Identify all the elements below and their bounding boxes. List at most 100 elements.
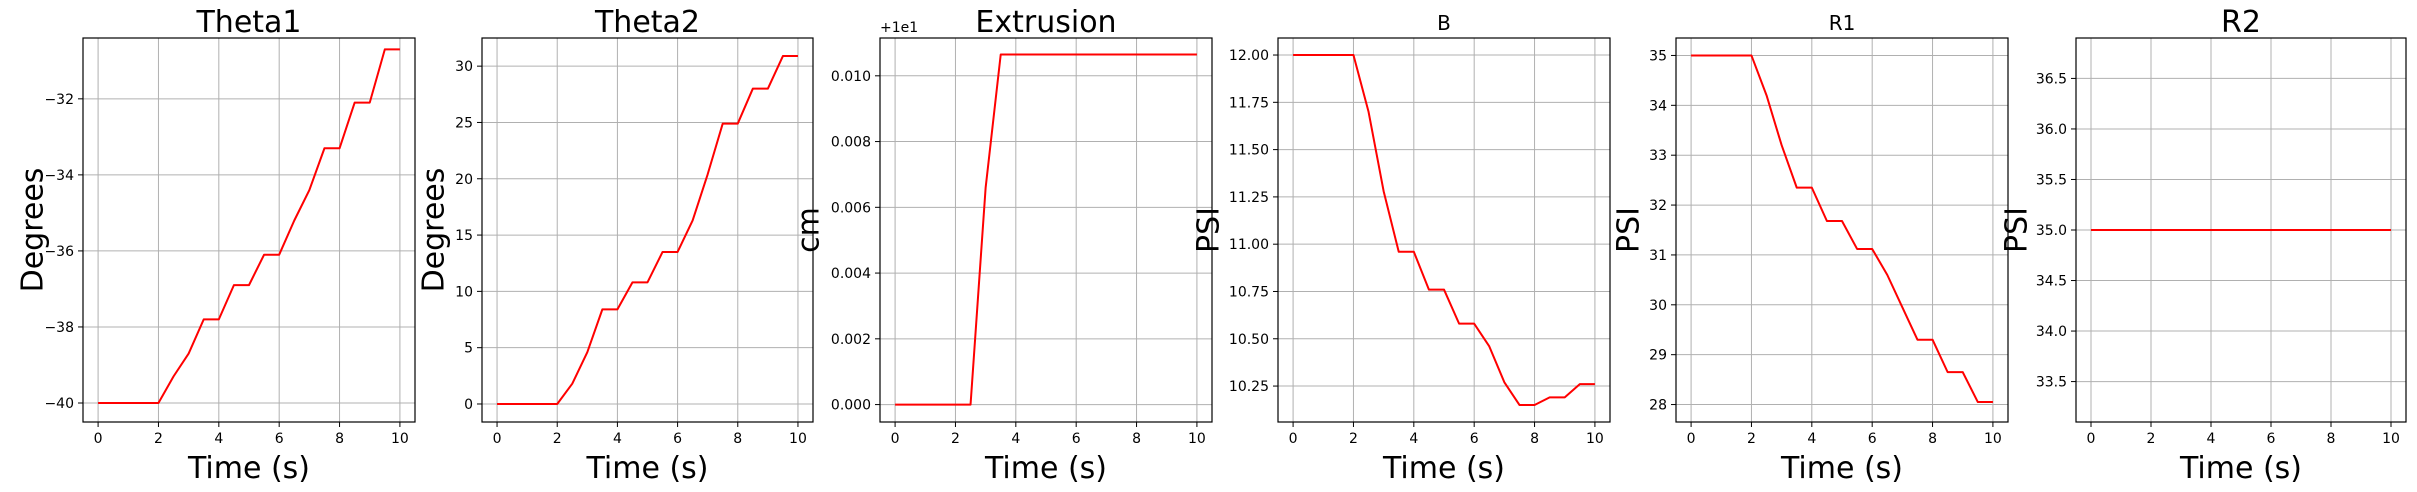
y-tick-label: 34.5 (2036, 274, 2067, 290)
x-tick-label: 10 (1984, 431, 2002, 447)
y-axis-label: cm (792, 207, 827, 253)
x-axis-label: Time (s) (1382, 451, 1505, 486)
y-tick-label: 11.50 (1229, 143, 1269, 159)
y-axis-label: Degrees (417, 168, 452, 293)
y-tick-label: 28 (1649, 398, 1667, 414)
x-tick-label: 0 (94, 431, 103, 447)
y-tick-label: 34.0 (2036, 324, 2067, 340)
y-tick-label: 34 (1649, 98, 1667, 114)
x-tick-label: 4 (1011, 431, 1020, 447)
x-axis-label: Time (s) (187, 451, 310, 486)
chart-title: R2 (2221, 5, 2261, 40)
y-tick-label: 5 (464, 341, 473, 357)
y-tick-label: 10.25 (1229, 379, 1269, 395)
x-tick-label: 6 (1470, 431, 1479, 447)
x-axis-label: Time (s) (2179, 451, 2302, 486)
y-tick-label: 33.5 (2036, 375, 2067, 391)
y-tick-label: 33 (1649, 148, 1667, 164)
y-tick-label: 15 (455, 228, 473, 244)
y-tick-label: 12.00 (1229, 48, 1269, 64)
subplot-2: 0 2 4 6 8 10 0 5 10 15 20 25 30 Theta2 Time (s) Degrees (417, 5, 814, 486)
x-tick-label: 2 (154, 431, 163, 447)
y-tick-label: 10.75 (1229, 284, 1269, 300)
x-tick-label: 10 (1586, 431, 1604, 447)
y-tick-label: 35.5 (2036, 172, 2067, 188)
y-tick-label: −36 (44, 244, 74, 260)
x-tick-label: 2 (2147, 431, 2156, 447)
x-tick-label: 6 (2267, 431, 2276, 447)
chart-title: Theta1 (195, 5, 301, 40)
y-tick-label: 29 (1649, 348, 1667, 364)
x-tick-label: 6 (1868, 431, 1877, 447)
y-tick-label: 0.006 (831, 200, 871, 216)
subplot-3: 0 2 4 6 8 10 0.000 0.002 0.004 0.006 0.008 0.010 +1e… (792, 5, 1213, 486)
axes-frame (879, 37, 1213, 423)
x-tick-label: 6 (1072, 431, 1081, 447)
x-tick-label: 8 (1132, 431, 1141, 447)
y-axis-label: PSI (1192, 207, 1227, 253)
y-tick-label: 35.0 (2036, 223, 2067, 239)
y-tick-label: −34 (44, 168, 74, 184)
chart-title: B (1437, 11, 1451, 35)
series-line-1 (98, 48, 400, 404)
y-axis-label: PSI (1612, 207, 1647, 253)
y-tick-label: 31 (1649, 248, 1667, 264)
x-tick-label: 2 (951, 431, 960, 447)
y-tick-label: 11.25 (1229, 190, 1269, 206)
x-tick-label: 8 (1928, 431, 1937, 447)
x-tick-label: 2 (1747, 431, 1756, 447)
y-tick-label: 20 (455, 172, 473, 188)
x-tick-label: 10 (2382, 431, 2400, 447)
y-tick-label: 36.5 (2036, 71, 2067, 87)
series-line-1 (1691, 54, 1993, 404)
x-tick-label: 6 (673, 431, 682, 447)
y-tick-label: 30 (1649, 298, 1667, 314)
x-tick-label: 2 (553, 431, 562, 447)
x-axis-label: Time (s) (1780, 451, 1903, 486)
y-tick-label: −38 (44, 320, 74, 336)
y-tick-label: 25 (455, 115, 473, 131)
y-tick-label: −40 (44, 396, 74, 412)
x-tick-label: 2 (1349, 431, 1358, 447)
subplot-1: 0 2 4 6 8 10 −40 −38 −36 −34 −32 Theta1 Time (s) Degr… (16, 5, 416, 486)
y-tick-label: 32 (1649, 198, 1667, 214)
y-tick-label: 35 (1649, 48, 1667, 64)
y-tick-label: 30 (455, 59, 473, 75)
x-tick-label: 6 (275, 431, 284, 447)
axes-frame (82, 37, 416, 423)
subplot-6: 0 2 4 6 8 10 33.5 34.0 34.5 35.0 35.5 36.0 36.5 R2 Tim… (2000, 5, 2407, 486)
x-tick-label: 0 (493, 431, 502, 447)
y-tick-label: −32 (44, 92, 74, 108)
y-tick-label: 0.010 (831, 69, 871, 85)
x-tick-label: 8 (2327, 431, 2336, 447)
x-tick-label: 0 (2087, 431, 2096, 447)
y-tick-label: 11.75 (1229, 95, 1269, 111)
y-axis-label: Degrees (16, 168, 51, 293)
x-axis-label: Time (s) (586, 451, 709, 486)
subplot-5: 0 2 4 6 8 10 28 29 30 31 32 33 34 35 R1 Time (s) PSI (1612, 11, 2009, 486)
axes-frame (1675, 37, 2009, 423)
y-tick-label: 0.008 (831, 135, 871, 151)
x-tick-label: 4 (1409, 431, 1418, 447)
x-tick-label: 8 (1530, 431, 1539, 447)
x-tick-label: 10 (1188, 431, 1206, 447)
y-tick-label: 0.000 (831, 398, 871, 414)
chart-title: R1 (1829, 11, 1856, 35)
x-tick-label: 8 (335, 431, 344, 447)
x-tick-label: 0 (1687, 431, 1696, 447)
x-tick-label: 4 (2207, 431, 2216, 447)
subplot-4: 0 2 4 6 8 10 10.25 10.50 10.75 11.00 11.25 11.50 11.… (1192, 11, 1611, 486)
y-tick-label: 36.0 (2036, 122, 2067, 138)
x-tick-label: 10 (391, 431, 409, 447)
axes-frame (481, 37, 814, 423)
chart-title: Extrusion (975, 5, 1116, 40)
y-tick-label: 0.004 (831, 266, 871, 282)
x-tick-label: 8 (733, 431, 742, 447)
y-tick-label: 0.002 (831, 332, 871, 348)
series-line-1 (895, 53, 1197, 406)
y-tick-label: 10.50 (1229, 332, 1269, 348)
x-tick-label: 4 (214, 431, 223, 447)
x-tick-label: 4 (613, 431, 622, 447)
x-tick-label: 0 (1289, 431, 1298, 447)
